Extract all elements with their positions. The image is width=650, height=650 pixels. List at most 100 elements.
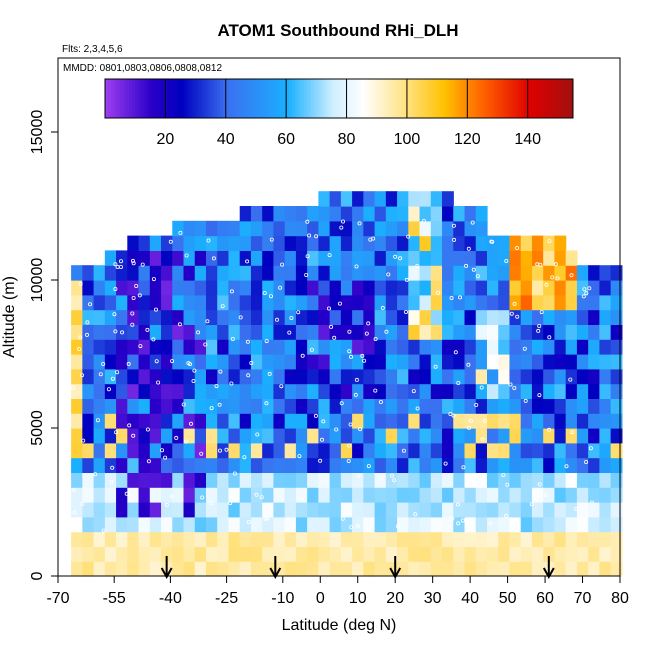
heatmap-cell bbox=[318, 250, 331, 266]
heatmap-cell bbox=[284, 280, 297, 296]
observation-point bbox=[450, 516, 455, 521]
heatmap-cell bbox=[82, 428, 95, 444]
colorbar-segment bbox=[563, 79, 568, 118]
observation-point bbox=[106, 387, 111, 392]
observation-point bbox=[265, 516, 270, 521]
heatmap-cell bbox=[397, 546, 409, 562]
observation-point bbox=[401, 448, 406, 453]
heatmap-cell bbox=[599, 516, 612, 533]
heatmap-cell bbox=[453, 368, 466, 385]
flight-arrow bbox=[542, 556, 555, 580]
colorbar-segment bbox=[397, 79, 402, 118]
heatmap-cell bbox=[588, 442, 600, 459]
observation-point bbox=[287, 330, 292, 335]
colorbar-segment bbox=[147, 79, 151, 118]
heatmap-cell bbox=[576, 546, 589, 562]
heatmap-cell bbox=[442, 294, 454, 311]
heatmap-cell bbox=[419, 531, 432, 547]
heatmap-cell bbox=[71, 294, 83, 311]
heatmap-cell bbox=[520, 487, 533, 503]
observation-point bbox=[220, 304, 225, 309]
colorbar-segment bbox=[464, 79, 468, 118]
heatmap-cell bbox=[543, 472, 556, 488]
heatmap-cell bbox=[543, 413, 556, 429]
observation-point bbox=[403, 309, 408, 314]
heatmap-cell bbox=[172, 309, 185, 325]
observation-point bbox=[127, 423, 132, 428]
heatmap-cell bbox=[284, 561, 297, 577]
heatmap-cell bbox=[599, 561, 612, 577]
heatmap-cell bbox=[172, 442, 185, 459]
heatmap-cell bbox=[509, 324, 522, 340]
heatmap-cell bbox=[442, 191, 454, 207]
heatmap-cell bbox=[149, 265, 162, 281]
heatmap-cell bbox=[161, 368, 173, 385]
colorbar-segment bbox=[479, 79, 483, 118]
colorbar-segment bbox=[168, 79, 172, 118]
heatmap-cell bbox=[531, 561, 544, 577]
colorbar-segment bbox=[189, 79, 194, 118]
colorbar-segment bbox=[265, 79, 269, 118]
heatmap-cell bbox=[82, 339, 95, 355]
colorbar-segment bbox=[557, 79, 562, 118]
heatmap-cell bbox=[71, 280, 83, 296]
observation-point bbox=[334, 427, 339, 432]
heatmap-cell bbox=[363, 265, 376, 281]
heatmap-cell bbox=[419, 502, 432, 518]
heatmap-cell bbox=[262, 324, 275, 340]
heatmap-cell bbox=[554, 280, 567, 296]
colorbar-segment bbox=[536, 79, 541, 118]
heatmap-cell bbox=[588, 324, 600, 340]
heatmap-cell bbox=[509, 413, 522, 429]
heatmap-cell bbox=[194, 309, 207, 325]
observation-point bbox=[529, 502, 534, 507]
heatmap-cell bbox=[340, 442, 353, 459]
heatmap-cell bbox=[295, 383, 308, 399]
heatmap-cell bbox=[576, 398, 589, 414]
colorbar-segment bbox=[506, 79, 511, 118]
colorbar-segment bbox=[262, 79, 266, 118]
colorbar-segment bbox=[225, 79, 230, 118]
observation-point bbox=[245, 339, 250, 344]
heatmap-cell bbox=[217, 398, 230, 414]
colorbar-segment bbox=[533, 79, 538, 118]
heatmap-cell bbox=[464, 516, 477, 533]
heatmap-cell bbox=[352, 280, 364, 296]
heatmap-cell bbox=[104, 309, 117, 325]
observation-point bbox=[211, 256, 216, 261]
heatmap-cell bbox=[520, 383, 533, 399]
heatmap-cell bbox=[149, 546, 162, 562]
observation-point bbox=[406, 234, 411, 239]
heatmap-cell bbox=[374, 339, 387, 355]
observation-point bbox=[146, 459, 151, 464]
observation-point bbox=[232, 471, 237, 476]
heatmap-cell bbox=[610, 294, 623, 311]
heatmap-cell bbox=[531, 354, 544, 370]
observation-point bbox=[337, 301, 342, 306]
heatmap-cell bbox=[565, 368, 578, 385]
heatmap-cell bbox=[250, 220, 263, 237]
heatmap-cell bbox=[363, 487, 376, 503]
heatmap-cell bbox=[250, 250, 263, 266]
heatmap-cell bbox=[419, 428, 432, 444]
observation-point bbox=[453, 350, 458, 355]
heatmap-cell bbox=[82, 324, 95, 340]
heatmap-cell bbox=[217, 354, 230, 370]
observation-point bbox=[509, 311, 514, 316]
heatmap-cell bbox=[543, 383, 556, 399]
heatmap-cell bbox=[588, 294, 600, 311]
heatmap-cell bbox=[273, 398, 286, 414]
heatmap-cell bbox=[554, 235, 567, 251]
heatmap-cell bbox=[453, 502, 466, 518]
heatmap-cell bbox=[138, 339, 151, 355]
heatmap-cell bbox=[599, 309, 612, 325]
observation-point bbox=[354, 264, 359, 269]
heatmap-cell bbox=[475, 546, 488, 562]
heatmap-cell bbox=[149, 531, 162, 547]
heatmap-cell bbox=[588, 265, 600, 281]
heatmap-cell bbox=[228, 309, 241, 325]
heatmap-cell bbox=[340, 280, 353, 296]
heatmap-cell bbox=[250, 368, 263, 385]
heatmap-cell bbox=[610, 561, 623, 577]
